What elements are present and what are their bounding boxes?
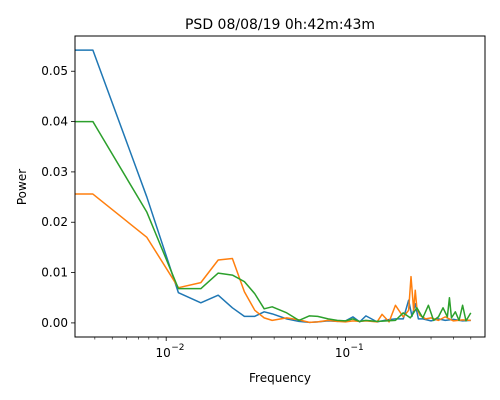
series-layer	[75, 49, 472, 324]
x-tick-exponent: −2	[171, 343, 184, 353]
x-ticks: 10 −2 10 −1	[94, 337, 472, 360]
y-tick-label: 0.03	[41, 165, 68, 179]
y-tick-label: 0.00	[41, 316, 68, 330]
y-ticks: 0.00 0.01 0.02 0.03 0.04 0.05	[41, 64, 75, 330]
chart-title: PSD 08/08/19 0h:42m:43m	[185, 17, 375, 33]
x-axis-label: Frequency	[249, 371, 311, 385]
x-tick-label: 10	[156, 346, 171, 360]
series-line-2	[75, 193, 471, 324]
plot-frame	[74, 35, 486, 338]
series-line-1	[75, 49, 471, 324]
y-tick-label: 0.05	[41, 64, 68, 78]
y-tick-label: 0.04	[41, 115, 68, 129]
series-line-3	[75, 120, 472, 323]
y-axis-label: Power	[15, 169, 29, 205]
y-tick-label: 0.02	[41, 215, 68, 229]
x-tick-label: 10	[335, 346, 350, 360]
x-tick-exponent: −1	[350, 343, 363, 353]
y-tick-label: 0.01	[41, 266, 68, 280]
